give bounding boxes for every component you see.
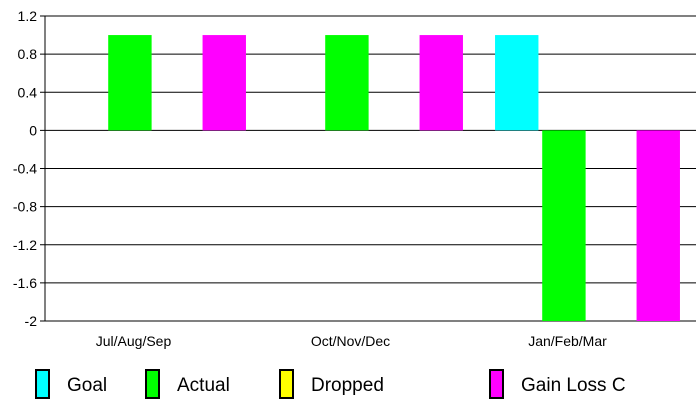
x-tick-label: Jul/Aug/Sep [96, 333, 172, 349]
legend-swatch [145, 369, 160, 399]
bar-actual-1 [108, 35, 152, 131]
legend-swatch [279, 369, 294, 399]
gridlines [45, 15, 696, 322]
legend-label: Gain Loss C [521, 375, 626, 396]
bar-actual-2 [325, 35, 369, 131]
y-tick-label: -1.6 [13, 275, 37, 291]
bar-gain-loss-c-1 [202, 35, 246, 131]
y-tick-label: -1.2 [13, 237, 37, 253]
legend-label: Actual [177, 375, 230, 396]
y-tick-label: -0.4 [13, 161, 37, 177]
legend-item-gain-loss-c: Gain Loss C [489, 369, 626, 399]
bars [108, 35, 680, 321]
legend: Goal Actual Dropped Gain Loss C [35, 369, 626, 399]
legend-item-dropped: Dropped [279, 369, 384, 399]
legend-item-actual: Actual [145, 369, 230, 399]
y-tick-label: -0.8 [13, 199, 37, 215]
x-tick-labels: Jul/Aug/Sep Oct/Nov/Dec Jan/Feb/Mar [96, 333, 607, 349]
bar-gain-loss-c-2 [419, 35, 463, 131]
legend-swatch [35, 369, 50, 399]
x-tick-label: Jan/Feb/Mar [528, 333, 607, 349]
y-tick-label: -2 [25, 313, 38, 329]
bar-gain-loss-c-3 [636, 130, 680, 321]
legend-label: Dropped [311, 375, 384, 396]
bar-goal-3 [495, 35, 539, 131]
x-tick-label: Oct/Nov/Dec [311, 333, 390, 349]
legend-label: Goal [67, 375, 107, 396]
y-tick-labels: 1.2 0.8 0.4 0 -0.4 -0.8 -1.2 -1.6 -2 [13, 8, 37, 329]
y-tick-label: 1.2 [18, 8, 38, 24]
y-tick-label: 0.4 [18, 84, 38, 100]
legend-item-goal: Goal [35, 369, 107, 399]
y-tick-label: 0.8 [18, 46, 38, 62]
axes [40, 15, 46, 322]
bar-actual-3 [542, 130, 586, 321]
y-tick-label: 0 [29, 122, 37, 138]
legend-swatch [489, 369, 504, 399]
